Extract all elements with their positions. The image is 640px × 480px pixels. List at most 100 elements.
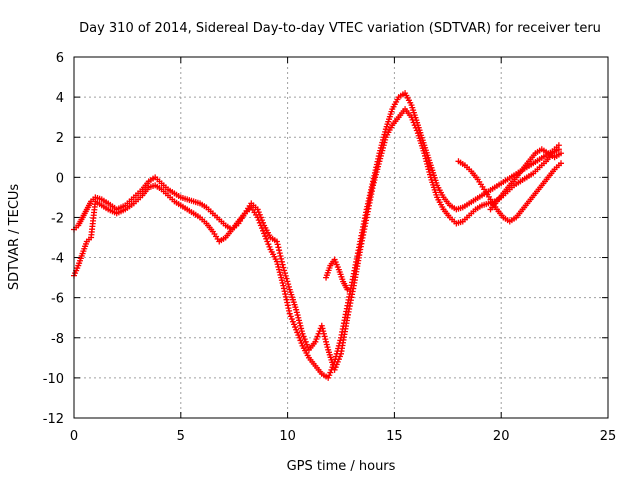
data-point bbox=[312, 338, 319, 345]
data-point bbox=[266, 243, 273, 250]
data-series bbox=[487, 146, 565, 213]
data-point bbox=[381, 131, 388, 138]
x-tick-label: 20 bbox=[493, 429, 510, 444]
data-point bbox=[301, 336, 308, 343]
data-point bbox=[295, 317, 302, 324]
data-point bbox=[558, 150, 565, 157]
data-point bbox=[275, 263, 282, 270]
data-point bbox=[291, 321, 298, 328]
data-point bbox=[314, 333, 321, 340]
data-point bbox=[379, 139, 386, 146]
data-point bbox=[376, 150, 383, 157]
data-point bbox=[423, 158, 430, 165]
x-tick-label: 5 bbox=[177, 429, 185, 444]
data-point bbox=[274, 261, 281, 268]
data-point bbox=[285, 283, 292, 290]
data-point bbox=[297, 322, 304, 329]
data-point bbox=[283, 275, 290, 282]
data-point bbox=[319, 325, 326, 332]
data-point bbox=[298, 325, 305, 332]
data-point bbox=[257, 222, 264, 229]
data-point bbox=[380, 136, 387, 143]
data-point bbox=[281, 267, 288, 274]
data-point bbox=[260, 227, 267, 234]
data-point bbox=[333, 350, 340, 357]
data-point bbox=[286, 310, 293, 317]
data-point bbox=[264, 238, 271, 245]
data-point bbox=[329, 364, 336, 371]
data-point bbox=[324, 344, 331, 351]
data-point bbox=[424, 160, 431, 167]
data-point bbox=[276, 250, 283, 257]
data-point bbox=[558, 160, 565, 167]
data-point bbox=[280, 264, 287, 271]
data-point bbox=[325, 374, 332, 381]
data-point bbox=[255, 217, 262, 224]
data-point bbox=[377, 147, 384, 154]
data-point bbox=[263, 235, 270, 242]
data-point bbox=[336, 340, 343, 347]
data-point bbox=[328, 366, 335, 373]
y-tick-label: 0 bbox=[56, 171, 64, 186]
data-point bbox=[326, 372, 333, 379]
data-point bbox=[289, 318, 296, 325]
data-point bbox=[315, 330, 322, 337]
data-point bbox=[275, 244, 282, 251]
data-point bbox=[285, 281, 292, 288]
y-tick-label: 6 bbox=[56, 51, 64, 66]
data-point bbox=[323, 338, 330, 345]
data-point bbox=[261, 230, 268, 237]
data-point bbox=[333, 353, 340, 360]
data-point bbox=[334, 348, 341, 355]
data-point bbox=[294, 329, 301, 336]
data-point bbox=[296, 320, 303, 327]
y-tick-label: 2 bbox=[56, 131, 64, 146]
data-point bbox=[297, 337, 304, 344]
data-point bbox=[294, 312, 301, 319]
data-point bbox=[318, 322, 325, 329]
data-point bbox=[278, 274, 285, 281]
data-point bbox=[327, 369, 334, 376]
data-point bbox=[276, 266, 283, 273]
data-point bbox=[378, 142, 385, 149]
axis-ticks: 0 5 10 15 20 25 -12 -10 -8 -6 -4 -2 0 2 4 6 bbox=[43, 51, 617, 444]
y-tick-label: 4 bbox=[56, 91, 64, 106]
data-point bbox=[288, 316, 295, 323]
y-axis-label: SDTVAR / TECUs bbox=[7, 184, 22, 291]
data-point bbox=[300, 333, 307, 340]
data-point bbox=[344, 286, 351, 293]
data-point bbox=[323, 341, 330, 348]
data-point bbox=[276, 247, 283, 254]
data-point bbox=[555, 142, 562, 149]
chart-title: Day 310 of 2014, Sidereal Day-to-day VTE… bbox=[79, 21, 601, 36]
x-axis-label: GPS time / hours bbox=[287, 459, 396, 474]
data-point bbox=[296, 334, 303, 341]
data-point bbox=[335, 342, 342, 349]
data-point bbox=[304, 344, 311, 351]
data-point bbox=[258, 225, 265, 232]
data-point bbox=[277, 271, 284, 278]
data-point bbox=[427, 171, 433, 178]
data-point bbox=[380, 134, 387, 141]
plot-frame bbox=[73, 56, 609, 419]
data-point bbox=[293, 306, 300, 313]
data-point bbox=[303, 341, 310, 348]
data-point bbox=[298, 328, 305, 335]
data-point bbox=[265, 241, 272, 248]
data-point bbox=[295, 332, 302, 339]
x-tick-label: 0 bbox=[70, 429, 78, 444]
data-point bbox=[287, 313, 294, 320]
y-tick-label: -6 bbox=[51, 292, 64, 307]
data-point bbox=[335, 345, 342, 352]
data-point bbox=[299, 330, 306, 337]
x-tick-label: 10 bbox=[279, 429, 296, 444]
data-point bbox=[377, 144, 384, 151]
data-point bbox=[382, 128, 389, 135]
data-point bbox=[320, 328, 327, 335]
data-point bbox=[284, 278, 291, 285]
data-point bbox=[426, 168, 433, 175]
data-point bbox=[320, 330, 327, 337]
data-point bbox=[330, 361, 337, 368]
x-tick-label: 15 bbox=[386, 429, 403, 444]
